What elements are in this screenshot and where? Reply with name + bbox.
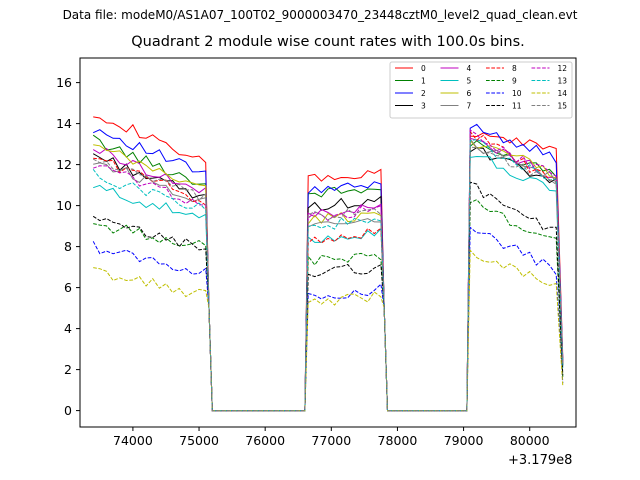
y-tick-label: 16 bbox=[56, 75, 72, 90]
series-line-11 bbox=[92, 181, 564, 412]
legend-item-11: 11 bbox=[486, 102, 522, 111]
x-tick-label: 79000 bbox=[444, 433, 484, 448]
legend-label-1: 1 bbox=[421, 77, 426, 86]
legend-label-9: 9 bbox=[512, 77, 517, 86]
legend-label-7: 7 bbox=[467, 102, 472, 111]
y-tick-label: 12 bbox=[56, 157, 72, 172]
legend-item-3: 3 bbox=[395, 102, 426, 111]
legend-item-8: 8 bbox=[486, 64, 517, 73]
legend-item-1: 1 bbox=[395, 77, 426, 86]
legend-item-6: 6 bbox=[440, 89, 472, 98]
legend-item-15: 15 bbox=[531, 102, 568, 111]
legend-item-5: 5 bbox=[440, 77, 472, 86]
y-tick-label: 0 bbox=[64, 403, 72, 418]
series-line-9 bbox=[93, 198, 564, 412]
legend-box bbox=[389, 61, 573, 119]
legend-label-13: 13 bbox=[558, 77, 568, 86]
legend-label-5: 5 bbox=[467, 77, 472, 86]
legend-label-14: 14 bbox=[558, 89, 568, 98]
y-tick-label: 8 bbox=[64, 239, 72, 254]
x-tick-label: 77000 bbox=[311, 433, 351, 448]
series-line-10 bbox=[92, 226, 564, 412]
legend-label-3: 3 bbox=[421, 102, 426, 111]
series-line-0 bbox=[93, 116, 564, 412]
series-line-15 bbox=[92, 146, 564, 412]
x-tick-label: 76000 bbox=[245, 433, 285, 448]
legend-item-7: 7 bbox=[440, 102, 472, 111]
y-tick-label: 2 bbox=[64, 362, 72, 377]
legend-label-2: 2 bbox=[421, 89, 426, 98]
figure-suptitle: Data file: modeM0/AS1A07_100T02_90000034… bbox=[62, 8, 578, 22]
legend-label-8: 8 bbox=[512, 64, 517, 73]
series-line-6 bbox=[93, 139, 564, 412]
series-line-13 bbox=[92, 139, 564, 412]
series-line-8 bbox=[93, 130, 564, 412]
legend-label-0: 0 bbox=[421, 64, 426, 73]
legend-label-4: 4 bbox=[467, 64, 472, 73]
legend-item-2: 2 bbox=[395, 89, 426, 98]
legend-label-11: 11 bbox=[512, 102, 522, 111]
y-tick-label: 4 bbox=[64, 321, 72, 336]
series-line-12 bbox=[93, 129, 564, 412]
series-line-2 bbox=[92, 123, 564, 412]
legend-label-10: 10 bbox=[512, 89, 522, 98]
legend-item-4: 4 bbox=[440, 64, 472, 73]
chart-title: Quadrant 2 module wise count rates with … bbox=[131, 34, 525, 50]
legend-item-10: 10 bbox=[486, 89, 522, 98]
x-tick-label: 74000 bbox=[113, 433, 153, 448]
plot-area-frame bbox=[79, 57, 577, 428]
x-tick-label: 80000 bbox=[510, 433, 550, 448]
y-tick-label: 10 bbox=[56, 198, 72, 213]
legend-label-15: 15 bbox=[558, 102, 568, 111]
series-line-1 bbox=[92, 134, 564, 412]
legend-item-12: 12 bbox=[531, 64, 568, 73]
legend-label-12: 12 bbox=[558, 64, 568, 73]
series-line-14 bbox=[93, 249, 564, 412]
legend-item-13: 13 bbox=[531, 77, 568, 86]
x-tick-label: 78000 bbox=[378, 433, 418, 448]
legend-item-14: 14 bbox=[531, 89, 568, 98]
legend-label-6: 6 bbox=[467, 89, 472, 98]
legend-item-9: 9 bbox=[486, 77, 517, 86]
y-tick-label: 6 bbox=[64, 280, 72, 295]
y-axis: 0 2 4 6 8 10 12 14 16 bbox=[56, 75, 80, 418]
x-axis: 74000 75000 76000 77000 78000 79000 80000 bbox=[113, 427, 550, 448]
series-layer bbox=[92, 116, 564, 412]
series-line-5 bbox=[93, 155, 564, 412]
x-axis-offset-label: +3.179e8 bbox=[508, 453, 573, 468]
y-tick-label: 14 bbox=[56, 116, 72, 131]
legend-item-0: 0 bbox=[395, 64, 426, 73]
x-tick-label: 75000 bbox=[179, 433, 219, 448]
